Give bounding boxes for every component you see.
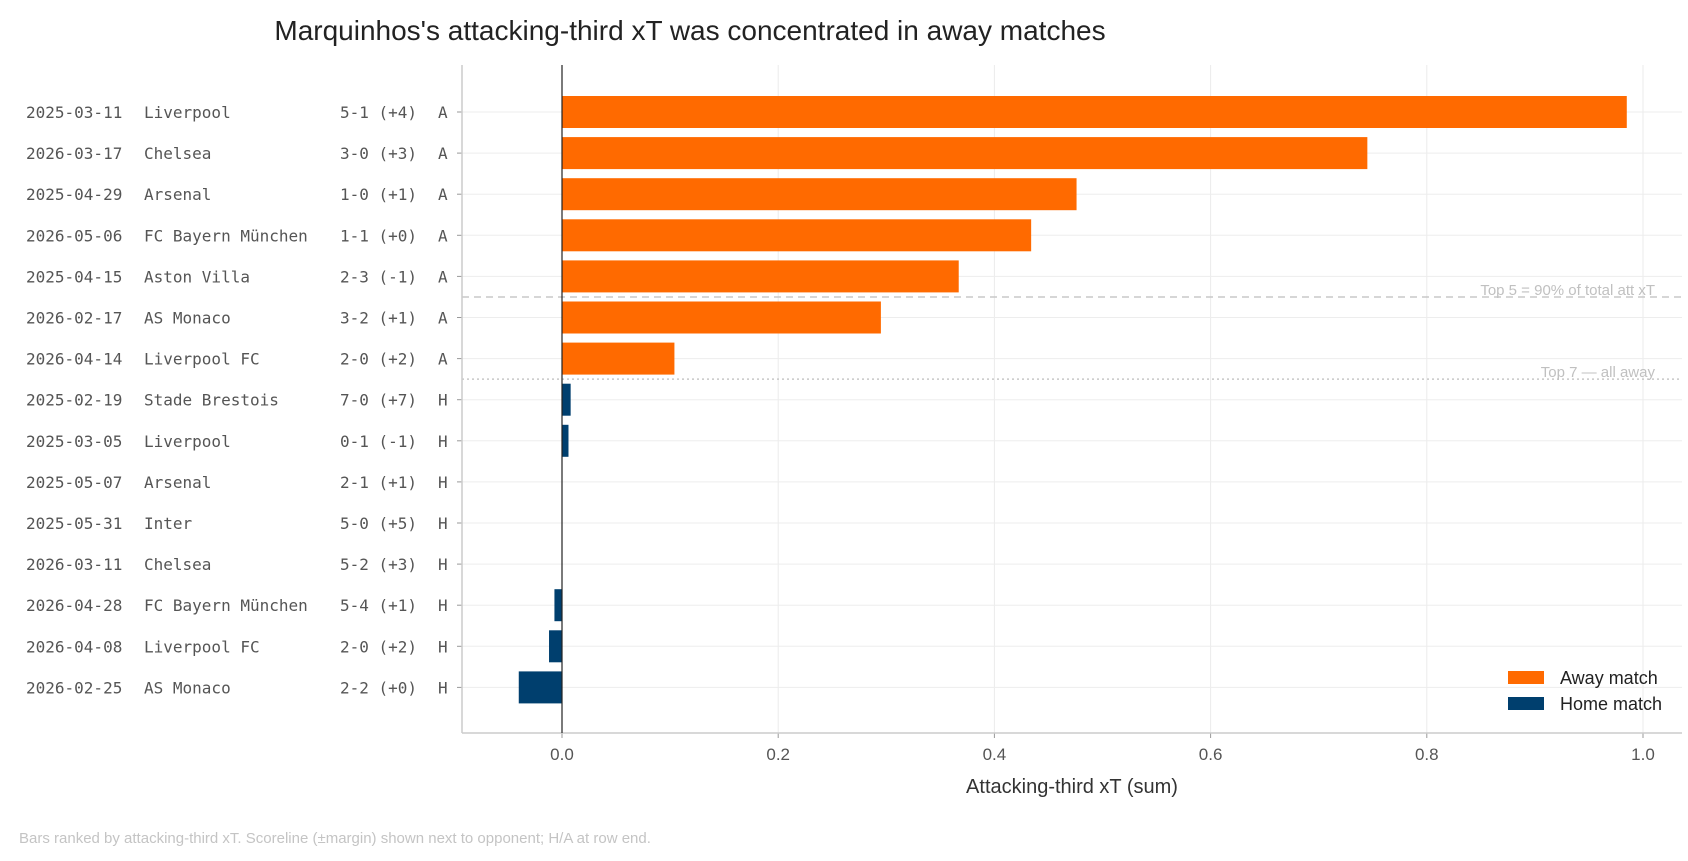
- row-score-label: 3-0 (+3): [340, 144, 417, 163]
- row-opponent-label: Inter: [144, 514, 193, 533]
- row-score-label: 2-0 (+2): [340, 350, 417, 369]
- footnote: Bars ranked by attacking-third xT. Score…: [19, 830, 651, 847]
- row-opponent-label: Arsenal: [144, 473, 211, 492]
- bars: [518, 96, 1627, 704]
- row-opponent-label: Arsenal: [144, 185, 211, 204]
- bar-away: [562, 219, 1032, 252]
- annotation-label: Top 5 = 90% of total att xT: [1480, 282, 1655, 299]
- row-opponent-label: Chelsea: [144, 144, 211, 163]
- x-axis-label: Attacking-third xT (sum): [966, 776, 1178, 798]
- row-opponent-label: FC Bayern München: [144, 226, 308, 245]
- bar-away: [562, 301, 881, 334]
- row-score-label: 2-1 (+1): [340, 473, 417, 492]
- row-date-label: 2025-03-05: [26, 432, 122, 451]
- row-venue-label: H: [438, 637, 448, 656]
- row-opponent-label: Liverpool: [144, 103, 231, 122]
- row-date-label: 2026-03-17: [26, 144, 122, 163]
- row-opponent-label: Liverpool FC: [144, 637, 260, 656]
- row-opponent-label: Aston Villa: [144, 267, 250, 286]
- row-labels: 2025-03-11 Liverpool 5-1 (+4) A 2026-03-17 Ch…: [26, 103, 462, 697]
- bar-home: [562, 383, 571, 416]
- x-tick-label: 0.4: [983, 745, 1007, 764]
- row-date-label: 2026-02-25: [26, 678, 122, 697]
- annotations: Top 5 = 90% of total att xT Top 7 — all a…: [462, 282, 1682, 381]
- bar-away: [562, 342, 675, 375]
- x-tick-label: 0.0: [550, 745, 574, 764]
- annotation-label: Top 7 — all away: [1541, 364, 1656, 381]
- row-date-label: 2025-04-15: [26, 267, 122, 286]
- legend: Away match Home match: [1508, 668, 1662, 714]
- row-venue-label: A: [438, 103, 448, 122]
- row-date-label: 2026-04-08: [26, 637, 122, 656]
- x-tick-label: 0.8: [1415, 745, 1439, 764]
- row-opponent-label: Chelsea: [144, 555, 211, 574]
- row-venue-label: H: [438, 555, 448, 574]
- legend-label: Away match: [1560, 668, 1658, 688]
- row-venue-label: A: [438, 267, 448, 286]
- row-date-label: 2026-04-14: [26, 350, 122, 369]
- row-date-label: 2025-03-11: [26, 103, 122, 122]
- row-score-label: 5-2 (+3): [340, 555, 417, 574]
- row-venue-label: H: [438, 596, 448, 615]
- row-date-label: 2026-05-06: [26, 226, 122, 245]
- row-score-label: 2-2 (+0): [340, 678, 417, 697]
- row-opponent-label: Liverpool FC: [144, 350, 260, 369]
- row-venue-label: H: [438, 678, 448, 697]
- bar-away: [562, 137, 1368, 170]
- row-score-label: 5-1 (+4): [340, 103, 417, 122]
- x-tick-label: 0.6: [1199, 745, 1223, 764]
- row-venue-label: A: [438, 144, 448, 163]
- row-date-label: 2026-03-11: [26, 555, 122, 574]
- row-date-label: 2025-02-19: [26, 391, 122, 410]
- row-score-label: 5-0 (+5): [340, 514, 417, 533]
- row-date-label: 2026-02-17: [26, 309, 122, 328]
- row-date-label: 2025-05-31: [26, 514, 122, 533]
- bar-home: [518, 671, 562, 704]
- row-score-label: 7-0 (+7): [340, 391, 417, 410]
- axes: [461, 65, 1682, 734]
- row-opponent-label: Liverpool: [144, 432, 231, 451]
- row-venue-label: A: [438, 350, 448, 369]
- row-opponent-label: AS Monaco: [144, 678, 231, 697]
- row-opponent-label: Stade Brestois: [144, 391, 279, 410]
- legend-label: Home match: [1560, 694, 1662, 714]
- bar-home: [554, 589, 562, 622]
- legend-swatch: [1508, 671, 1544, 684]
- row-venue-label: A: [438, 185, 448, 204]
- row-score-label: 2-3 (-1): [340, 267, 417, 286]
- row-score-label: 1-1 (+0): [340, 226, 417, 245]
- row-score-label: 2-0 (+2): [340, 637, 417, 656]
- row-venue-label: H: [438, 473, 448, 492]
- row-score-label: 0-1 (-1): [340, 432, 417, 451]
- row-score-label: 1-0 (+1): [340, 185, 417, 204]
- row-venue-label: H: [438, 391, 448, 410]
- bar-home: [549, 630, 562, 663]
- bar-away: [562, 260, 959, 293]
- row-score-label: 3-2 (+1): [340, 309, 417, 328]
- row-venue-label: H: [438, 514, 448, 533]
- row-date-label: 2026-04-28: [26, 596, 122, 615]
- legend-swatch: [1508, 697, 1544, 710]
- row-date-label: 2025-05-07: [26, 473, 122, 492]
- x-ticks: 0.0 0.2 0.4 0.6 0.8 1.0: [550, 733, 1655, 764]
- bar-home: [562, 424, 569, 457]
- row-venue-label: H: [438, 432, 448, 451]
- row-opponent-label: AS Monaco: [144, 309, 231, 328]
- bar-away: [562, 178, 1077, 211]
- chart-title: Marquinhos's attacking-third xT was conc…: [274, 15, 1105, 46]
- x-tick-label: 0.2: [766, 745, 790, 764]
- row-venue-label: A: [438, 226, 448, 245]
- row-venue-label: A: [438, 309, 448, 328]
- row-date-label: 2025-04-29: [26, 185, 122, 204]
- row-opponent-label: FC Bayern München: [144, 596, 308, 615]
- x-tick-label: 1.0: [1631, 745, 1655, 764]
- bar-away: [562, 96, 1627, 128]
- row-score-label: 5-4 (+1): [340, 596, 417, 615]
